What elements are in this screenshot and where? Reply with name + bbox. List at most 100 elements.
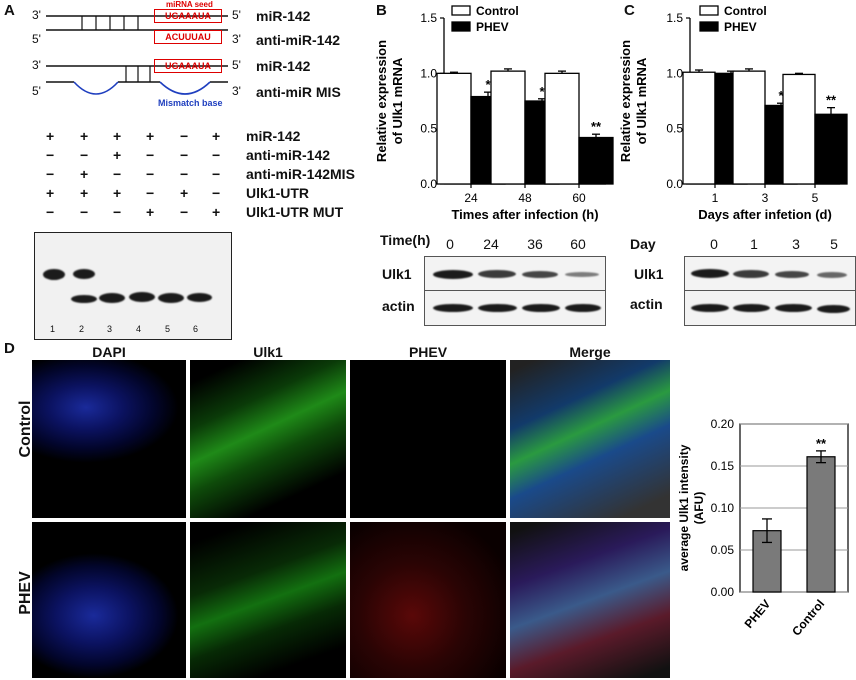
condition-label: miR-142 [246,128,301,144]
condition-mark: − [46,147,55,163]
column-header: Ulk1 [253,344,283,360]
strand-end: 5' [32,84,41,98]
western-time-label: 24 [483,236,499,252]
western-day-label: 3 [792,236,800,252]
micrograph-ulk1-phev [190,522,346,678]
strand-end: 5' [32,32,41,46]
condition-mark: + [146,128,155,144]
condition-mark: − [146,185,155,201]
lane-number: 5 [165,324,171,334]
condition-mark: − [212,166,221,182]
label-anti-mir142: anti-miR-142 [256,32,341,48]
y-tick-label: 1.5 [666,11,683,25]
y-tick-label: 0.05 [711,543,735,557]
condition-mark: + [80,166,89,182]
seed-sequence: UGAAAUA [154,59,222,73]
seed-sequence: UGAAAUA [154,9,222,23]
condition-mark: − [46,204,55,220]
bar-control [782,73,816,185]
significance-mark: * [539,84,545,99]
significance-mark: ** [816,436,827,451]
condition-mark: + [80,185,89,201]
condition-mark: − [180,128,189,144]
condition-mark: − [146,147,155,163]
label-mir142: miR-142 [256,58,311,74]
condition-mark: + [212,204,221,220]
western-time-label: 0 [446,236,454,252]
y-tick-label: 0.20 [711,417,735,431]
column-header: DAPI [92,344,126,360]
y-axis-title: of Ulk1 mRNA [634,57,649,144]
panel-d-label: D [4,340,15,357]
condition-mark: − [113,166,122,182]
strand-end: 5' [232,58,241,72]
y-axis-title: (AFU) [692,492,706,525]
condition-mark: − [146,166,155,182]
western-day-label: 1 [750,236,758,252]
western-b-actin [424,290,606,326]
bar-control [806,456,836,593]
condition-mark: − [212,185,221,201]
x-tick-label: PHEV [742,597,774,631]
western-time-label: 36 [527,236,543,252]
condition-mark: + [212,128,221,144]
strand-end: 3' [32,8,41,22]
condition-mark: + [113,185,122,201]
condition-mark: + [180,185,189,201]
y-axis-title: Relative expression [618,40,633,162]
legend-swatch [451,21,471,32]
column-header: PHEV [408,344,448,360]
x-tick-label: 60 [572,191,586,205]
y-tick-label: 0.5 [666,122,683,136]
y-tick-label: 0.0 [420,177,437,191]
legend-label: PHEV [724,20,757,34]
condition-mark: − [180,147,189,163]
micrograph-merge-phev [510,522,670,678]
strand-end: 3' [232,84,241,98]
western-c-ulk1 [684,256,856,292]
western-c-header: Day [630,236,656,252]
legend-label: Control [724,4,767,18]
x-tick-label: 5 [812,191,819,205]
y-tick-label: 0.15 [711,459,735,473]
anti-sequence: ACUUUAU [154,30,222,44]
y-tick-label: 1.5 [420,11,437,25]
y-tick-label: 0.0 [666,177,683,191]
chart-b: 0.0 0.5 1.0 1.5 24 * 48 * 60 ** Control PHEV Times a… [374,4,614,222]
lane-number: 4 [136,324,142,334]
label-mir142: miR-142 [256,8,311,24]
chart-d: 0.00 0.05 0.10 0.15 0.20 PHEV ** Control average… [677,417,849,639]
panel-b-label: B [376,2,387,19]
panel-c-label: C [624,2,635,19]
condition-mark: + [113,128,122,144]
x-tick-label: 3 [762,191,769,205]
x-tick-label: Control [789,597,827,639]
bar-phev [578,136,614,185]
y-tick-label: 0.00 [711,585,735,599]
condition-mark: + [80,128,89,144]
chart-c: 0.0 0.5 1.0 1.5 1 3 * 5 ** Control PHEV Days after … [618,4,848,222]
x-tick-label: 48 [518,191,532,205]
micrograph-ulk1-control [190,360,346,518]
y-tick-label: 1.0 [420,66,437,80]
condition-mark: − [113,204,122,220]
western-day-label: 0 [710,236,718,252]
x-axis-title: Times after infection (h) [451,207,598,222]
condition-mark: − [180,204,189,220]
significance-mark: * [485,77,491,92]
western-time-label: 60 [570,236,586,252]
x-axis-title: Days after infetion (d) [698,207,832,222]
condition-label: Ulk1-UTR [246,185,310,201]
condition-mark: − [46,166,55,182]
western-row-label: Ulk1 [382,266,412,282]
column-header: Merge [569,344,611,360]
significance-mark: ** [591,119,602,134]
western-row-label: actin [382,298,415,314]
x-tick-label: 1 [712,191,719,205]
bar-control [490,70,526,185]
condition-mark: − [80,147,89,163]
strand-end: 3' [32,58,41,72]
condition-label: anti-miR-142 [246,147,331,163]
strand-end: 5' [232,8,241,22]
bar-phev [814,113,848,185]
